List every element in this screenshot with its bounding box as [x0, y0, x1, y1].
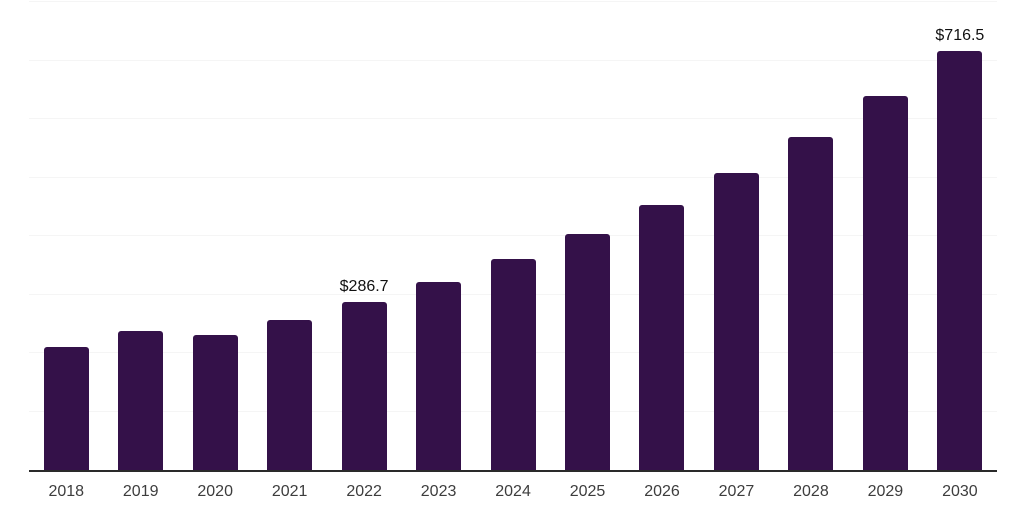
- gridline-500: [29, 176, 997, 178]
- bar-2027: [713, 172, 759, 470]
- gridline-400: [29, 235, 997, 236]
- x-tick-label-2020: 2020: [197, 483, 233, 500]
- x-tick-label-2027: 2027: [718, 483, 755, 500]
- bar-slot-2023: [401, 2, 475, 470]
- bar-2020: [192, 334, 238, 470]
- gridline-700: [29, 59, 997, 61]
- bar-2023: [416, 281, 462, 470]
- bar-slot-2022: $286.7: [327, 2, 401, 470]
- x-tick-label-2029: 2029: [867, 483, 904, 500]
- bar-2030: [937, 50, 983, 470]
- plot-area: $286.7 $716.5: [29, 1, 997, 472]
- bar-slot-2020: [178, 2, 252, 470]
- x-tick-label-2028: 2028: [793, 483, 829, 500]
- data-label-2030: $716.5: [935, 26, 985, 44]
- x-tick-label-2022: 2022: [346, 483, 382, 500]
- bar-slot-2021: [252, 2, 326, 470]
- bar-slot-2024: [476, 2, 550, 470]
- x-tick-label-2021: 2021: [271, 483, 308, 500]
- bar-2019: [118, 331, 164, 470]
- bar-2026: [639, 204, 685, 470]
- x-tick-label-2024: 2024: [495, 483, 531, 500]
- x-tick-label-2025: 2025: [569, 483, 606, 500]
- x-tick-label-2026: 2026: [644, 483, 680, 500]
- bar-slot-2030: $716.5: [923, 2, 997, 470]
- bar-2018: [43, 346, 89, 470]
- bar-slot-2028: [774, 2, 848, 470]
- bar-2024: [490, 259, 536, 470]
- bar-2022: [341, 302, 387, 470]
- bar-2028: [788, 136, 834, 470]
- gridline-800: [29, 1, 997, 2]
- bar-slot-2029: [848, 2, 922, 470]
- x-tick-label-2023: 2023: [420, 483, 457, 500]
- bar-slot-2018: [29, 2, 103, 470]
- bar-slot-2027: [699, 2, 773, 470]
- x-tick-label-2019: 2019: [122, 483, 159, 500]
- bar-2029: [862, 96, 908, 470]
- bar-2025: [565, 233, 611, 470]
- x-axis-labels: 2018 2019 2020 2021 2022 2023 2024 2025 2026 2027…: [29, 483, 997, 501]
- bar-2021: [267, 320, 313, 470]
- bar-slot-2025: [550, 2, 624, 470]
- bar-slot-2026: [625, 2, 699, 470]
- bar-slot-2019: [103, 2, 177, 470]
- x-tick-label-2018: 2018: [48, 483, 85, 500]
- data-label-2022: $286.7: [339, 278, 389, 296]
- gridline-600: [29, 118, 997, 119]
- x-tick-label-2030: 2030: [942, 483, 978, 500]
